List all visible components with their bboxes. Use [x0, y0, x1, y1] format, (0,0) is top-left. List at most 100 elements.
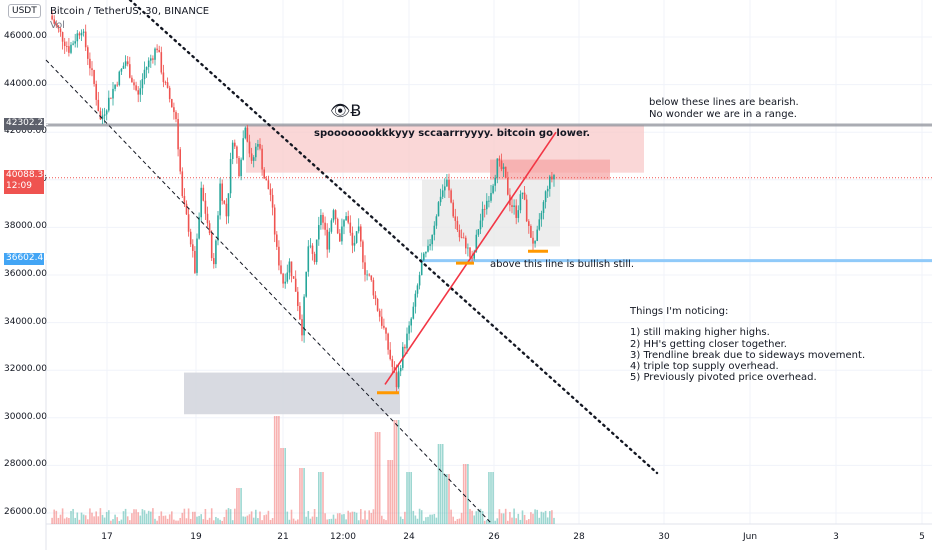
candle-body: [213, 258, 215, 265]
candle-body: [269, 189, 272, 195]
volume-bar: [509, 511, 511, 524]
candle-body: [546, 188, 549, 192]
note-5[interactable]: 5) Previously pivoted price overhead.: [630, 372, 817, 383]
volume-bar: [189, 518, 192, 524]
candle-body: [454, 216, 457, 221]
candle-body: [99, 111, 102, 120]
volume-bar: [479, 508, 482, 524]
candle-body: [471, 257, 473, 259]
bearish-note-line-2[interactable]: No wonder we are in a range.: [649, 109, 797, 120]
note-2[interactable]: 2) HH's getting closer together.: [630, 339, 787, 350]
volume-bar: [385, 520, 387, 524]
candle-body: [412, 306, 415, 319]
candle-body: [303, 296, 305, 336]
volume-bar: [507, 520, 509, 524]
candle-body: [124, 61, 127, 66]
candle-body: [145, 67, 148, 70]
price-tick-label: 30000.00: [4, 411, 47, 422]
candle-body: [223, 200, 226, 204]
volume-bar: [360, 509, 362, 524]
volume-bar: [408, 472, 410, 524]
note-3[interactable]: 3) Trendline break due to sideways movem…: [630, 350, 866, 361]
volume-bar: [410, 472, 412, 524]
volume-bar: [511, 517, 513, 524]
candle-body: [129, 64, 131, 78]
volume-bar: [255, 509, 257, 524]
volume-bar: [294, 520, 297, 524]
volume-bar: [72, 508, 74, 524]
candle-body: [160, 52, 163, 73]
candle-body: [57, 25, 60, 29]
candle-body: [347, 216, 349, 223]
candle-body: [536, 229, 538, 241]
volume-bar: [406, 472, 408, 524]
volume-bar: [105, 511, 108, 524]
candle-body: [194, 250, 196, 273]
volume-bar: [477, 509, 480, 524]
volume-bar: [446, 474, 448, 524]
spooky-note[interactable]: spoooooookkkyyy sccaarrryyyy. bitcoin go…: [314, 128, 591, 139]
volume-bar: [528, 519, 530, 524]
volume-bar: [515, 518, 517, 524]
candle-body: [257, 144, 259, 147]
volume-bar: [108, 510, 110, 524]
volume-bar: [383, 519, 385, 524]
volume-bar: [124, 508, 127, 524]
symbol-legend[interactable]: Bitcoin / TetherUS, 30, BINANCE: [50, 6, 210, 17]
candle-body: [492, 185, 494, 194]
volume-bar: [517, 513, 520, 524]
candle-body: [290, 261, 293, 277]
candle-body: [51, 15, 53, 20]
volume-bar: [378, 432, 381, 524]
candle-body: [460, 237, 463, 238]
candle-body: [322, 214, 324, 223]
volume-bar: [78, 519, 81, 524]
volume-bar: [187, 508, 190, 524]
candle-body: [349, 222, 352, 233]
candle-body: [187, 214, 190, 232]
time-tick-label: 30: [658, 532, 670, 542]
volume-bar: [118, 520, 121, 524]
candle-body: [150, 58, 152, 61]
volume-bar: [181, 512, 184, 524]
currency-badge[interactable]: USDT: [8, 4, 41, 18]
candle-body: [286, 272, 289, 282]
volume-bar: [496, 518, 499, 524]
candle-body: [418, 275, 421, 286]
candle-body: [263, 169, 265, 179]
volume-bar: [269, 519, 272, 524]
volume-bar: [208, 517, 211, 524]
bearish-note-line-1[interactable]: below these lines are bearish.: [649, 97, 799, 108]
candle-body: [469, 247, 471, 258]
dotted-downtrend-line: [128, 0, 659, 475]
volume-bar: [540, 511, 543, 524]
candle-body: [177, 119, 179, 150]
volume-bar: [439, 444, 442, 524]
candle-body: [494, 177, 496, 186]
candle-body: [404, 346, 406, 349]
volume-bar: [242, 516, 244, 524]
candle-body: [278, 246, 280, 266]
volume-bar: [502, 513, 505, 524]
note-1[interactable]: 1) still making higher highs.: [630, 327, 770, 338]
note-4[interactable]: 4) triple top supply overhead.: [630, 361, 779, 372]
volume-legend[interactable]: Vol: [50, 20, 65, 31]
candle-body: [101, 115, 104, 120]
candle-body: [551, 176, 553, 180]
price-tick-label: 32000.00: [4, 364, 47, 375]
volume-bar: [185, 518, 188, 524]
volume-bar: [257, 518, 259, 524]
demand-zone: [184, 372, 400, 415]
volume-bar: [299, 468, 301, 524]
volume-bar: [240, 488, 242, 524]
volume-bar: [481, 511, 484, 524]
volume-bar: [290, 509, 293, 524]
notes-title[interactable]: Things I'm noticing:: [630, 306, 729, 317]
candle-body: [414, 293, 417, 307]
bullish-note[interactable]: above this line is bullish still.: [490, 259, 635, 270]
volume-bar: [210, 508, 213, 524]
volume-bar: [519, 519, 522, 524]
volume-bar: [280, 448, 282, 524]
candle-body: [475, 234, 478, 252]
